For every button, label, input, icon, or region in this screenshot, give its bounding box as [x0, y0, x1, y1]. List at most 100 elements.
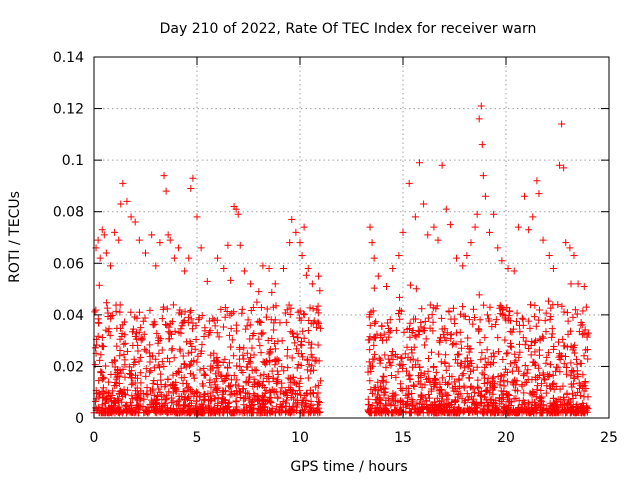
- data-point: [250, 390, 258, 398]
- data-point: [510, 267, 518, 275]
- data-point: [243, 363, 251, 371]
- data-point: [129, 325, 137, 333]
- data-point: [233, 327, 241, 335]
- data-point: [270, 326, 278, 334]
- data-point: [98, 333, 106, 341]
- data-point: [504, 349, 512, 357]
- data-point: [582, 346, 590, 354]
- data-point: [511, 350, 519, 358]
- data-point: [539, 334, 547, 342]
- data-point: [573, 404, 581, 412]
- data-point: [444, 381, 452, 389]
- data-point: [424, 231, 432, 239]
- data-point: [370, 254, 378, 262]
- data-point: [554, 396, 562, 404]
- data-point: [494, 334, 502, 342]
- data-point: [481, 354, 489, 362]
- data-point: [283, 396, 291, 404]
- data-point: [175, 329, 183, 337]
- data-point: [211, 322, 219, 330]
- data-point: [310, 366, 318, 374]
- data-point: [245, 357, 253, 365]
- data-point: [184, 395, 192, 403]
- data-point: [430, 223, 438, 231]
- data-point: [111, 357, 119, 365]
- data-point: [391, 351, 399, 359]
- data-point: [524, 366, 532, 374]
- data-point: [155, 349, 163, 357]
- data-point: [420, 200, 428, 208]
- data-point: [512, 394, 520, 402]
- data-point: [169, 371, 177, 379]
- data-point: [538, 406, 546, 414]
- data-point: [478, 141, 486, 149]
- data-point: [165, 328, 173, 336]
- data-point: [207, 351, 215, 359]
- data-point: [504, 405, 512, 413]
- data-point: [425, 390, 433, 398]
- data-point: [181, 267, 189, 275]
- data-point: [542, 359, 550, 367]
- data-point: [255, 379, 263, 387]
- data-point: [252, 367, 260, 375]
- data-point: [297, 338, 305, 346]
- data-point: [288, 354, 296, 362]
- data-point: [468, 393, 476, 401]
- data-point: [254, 318, 262, 326]
- data-point: [286, 239, 294, 247]
- data-point: [211, 395, 219, 403]
- data-point: [496, 378, 504, 386]
- data-point: [555, 338, 563, 346]
- data-point: [479, 172, 487, 180]
- data-point: [418, 305, 426, 313]
- data-point: [312, 356, 320, 364]
- data-point: [448, 398, 456, 406]
- data-point: [224, 364, 232, 372]
- data-point: [571, 349, 579, 357]
- data-point: [221, 313, 229, 321]
- data-point: [366, 377, 374, 385]
- data-point: [109, 387, 117, 395]
- data-point: [584, 355, 592, 363]
- data-point: [567, 342, 575, 350]
- data-point: [405, 390, 413, 398]
- data-point: [388, 372, 396, 380]
- data-point: [247, 306, 255, 314]
- data-point: [268, 288, 276, 296]
- data-point: [232, 321, 240, 329]
- data-point: [163, 321, 171, 329]
- data-point: [518, 405, 526, 413]
- data-point: [271, 356, 279, 364]
- data-point: [418, 400, 426, 408]
- data-point: [549, 264, 557, 272]
- data-point: [223, 372, 231, 380]
- data-point: [192, 388, 200, 396]
- data-point: [569, 346, 577, 354]
- data-point: [278, 337, 286, 345]
- data-point: [276, 319, 284, 327]
- data-point: [246, 321, 254, 329]
- data-point: [246, 393, 254, 401]
- data-point: [316, 324, 324, 332]
- data-point: [405, 409, 413, 417]
- data-point: [120, 340, 128, 348]
- data-point: [294, 361, 302, 369]
- x-axis-label: GPS time / hours: [290, 459, 407, 475]
- data-point: [490, 210, 498, 218]
- data-point: [584, 329, 592, 337]
- data-point: [154, 361, 162, 369]
- data-point: [150, 364, 158, 372]
- data-point: [199, 409, 207, 417]
- data-point: [166, 236, 174, 244]
- data-point: [226, 391, 234, 399]
- data-point: [467, 382, 475, 390]
- data-point: [150, 377, 158, 385]
- data-point: [105, 378, 113, 386]
- data-point: [567, 372, 575, 380]
- data-point: [397, 385, 405, 393]
- data-point: [265, 378, 273, 386]
- data-point: [302, 399, 310, 407]
- data-point: [370, 341, 378, 349]
- data-point: [439, 400, 447, 408]
- data-point: [371, 350, 379, 358]
